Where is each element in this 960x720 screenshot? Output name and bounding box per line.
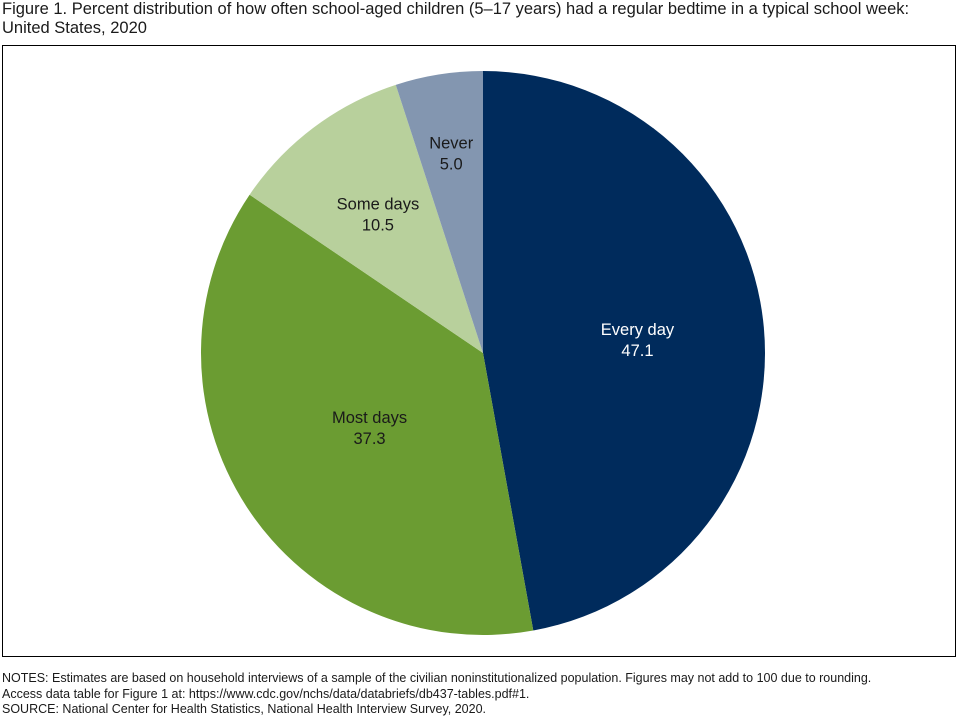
chart-title: Figure 1. Percent distribution of how of… <box>2 0 910 37</box>
slice-label: Every day <box>601 321 675 339</box>
slice-value: 5.0 <box>440 155 463 173</box>
chart-frame <box>2 45 956 657</box>
pie-slice-every-day <box>483 71 766 631</box>
slice-label: Most days <box>332 409 407 427</box>
slice-value: 37.3 <box>353 430 385 448</box>
slice-label: Some days <box>337 195 420 213</box>
source-line: SOURCE: National Center for Health Stati… <box>2 702 487 716</box>
chart-notes: NOTES: Estimates are based on household … <box>2 671 871 718</box>
slice-value: 10.5 <box>362 216 394 234</box>
pie-slice-most-days <box>201 194 534 635</box>
notes-line: NOTES: Estimates are based on household … <box>2 671 872 685</box>
slice-label: Never <box>429 134 474 152</box>
pie-slice-never <box>395 71 483 353</box>
slice-value: 47.1 <box>621 342 653 360</box>
pie-slice-some-days <box>249 84 483 354</box>
access-line[interactable]: Access data table for Figure 1 at: https… <box>2 686 530 701</box>
